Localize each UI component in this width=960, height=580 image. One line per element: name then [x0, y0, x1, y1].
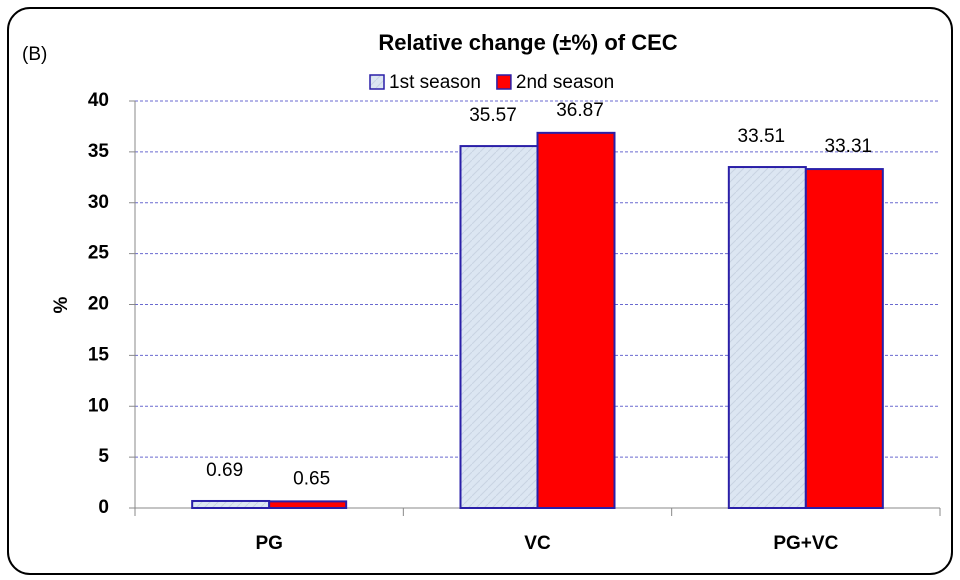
- legend-label: 1st season: [389, 72, 481, 93]
- y-tick-label: 15: [88, 344, 110, 365]
- data-label: 33.31: [825, 136, 873, 157]
- legend-swatch: [369, 74, 385, 90]
- bar: [804, 168, 884, 510]
- chart-title: Relative change (±%) of CEC: [378, 30, 677, 55]
- data-label: 35.57: [469, 105, 517, 126]
- bar: [191, 499, 271, 509]
- bar: [727, 166, 807, 510]
- y-tick-label: 10: [88, 395, 109, 416]
- y-tick-label: 20: [88, 294, 109, 315]
- y-tick-label: 5: [98, 446, 109, 467]
- y-axis-label: %: [51, 296, 72, 313]
- data-label: 0.65: [293, 468, 330, 489]
- y-tick-label: 30: [88, 192, 109, 213]
- data-label: 33.51: [738, 126, 786, 147]
- y-tick-label: 25: [88, 243, 110, 264]
- data-label: 0.69: [206, 460, 243, 481]
- y-tick-label: 40: [88, 90, 109, 111]
- x-tick-label: PG+VC: [773, 533, 838, 554]
- bar: [459, 145, 539, 509]
- legend-label: 2nd season: [516, 72, 614, 93]
- panel-label: (B): [22, 44, 47, 65]
- y-tick-label: 0: [98, 497, 109, 518]
- x-tick-label: VC: [524, 533, 551, 554]
- bar: [268, 500, 348, 510]
- data-label: 36.87: [556, 100, 604, 121]
- bar: [536, 131, 616, 509]
- legend-swatch: [496, 74, 512, 90]
- x-tick-label: PG: [255, 533, 282, 554]
- y-tick-label: 35: [88, 141, 110, 162]
